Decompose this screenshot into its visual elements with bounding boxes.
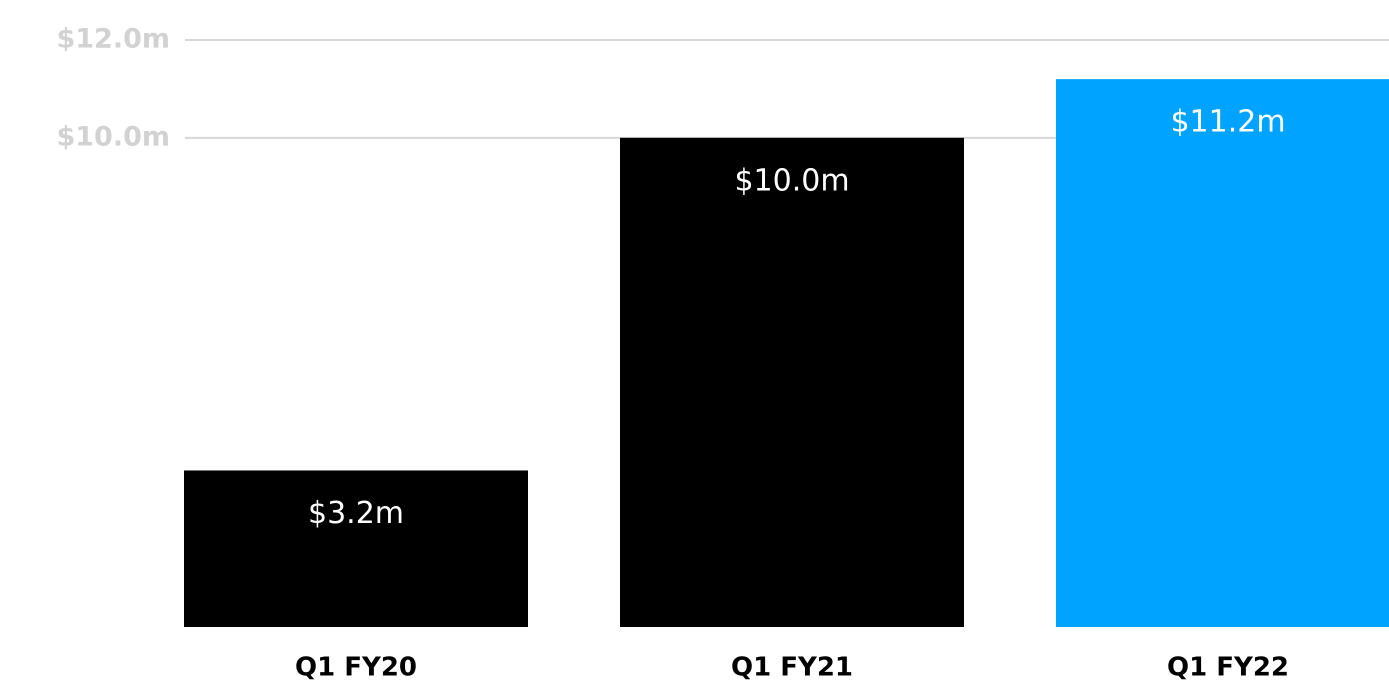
bar <box>1056 79 1389 628</box>
x-tick-label: Q1 FY22 <box>1167 653 1289 683</box>
x-tick-label: Q1 FY20 <box>295 653 417 683</box>
y-tick-label: $10.0m <box>56 121 170 152</box>
value-label: $11.2m <box>1170 105 1285 140</box>
y-tick-label: $12.0m <box>56 24 170 55</box>
bar <box>620 137 964 628</box>
value-label: $10.0m <box>734 163 849 198</box>
x-tick-label: Q1 FY21 <box>731 653 853 683</box>
bar <box>184 470 528 627</box>
value-label: $3.2m <box>308 496 404 531</box>
